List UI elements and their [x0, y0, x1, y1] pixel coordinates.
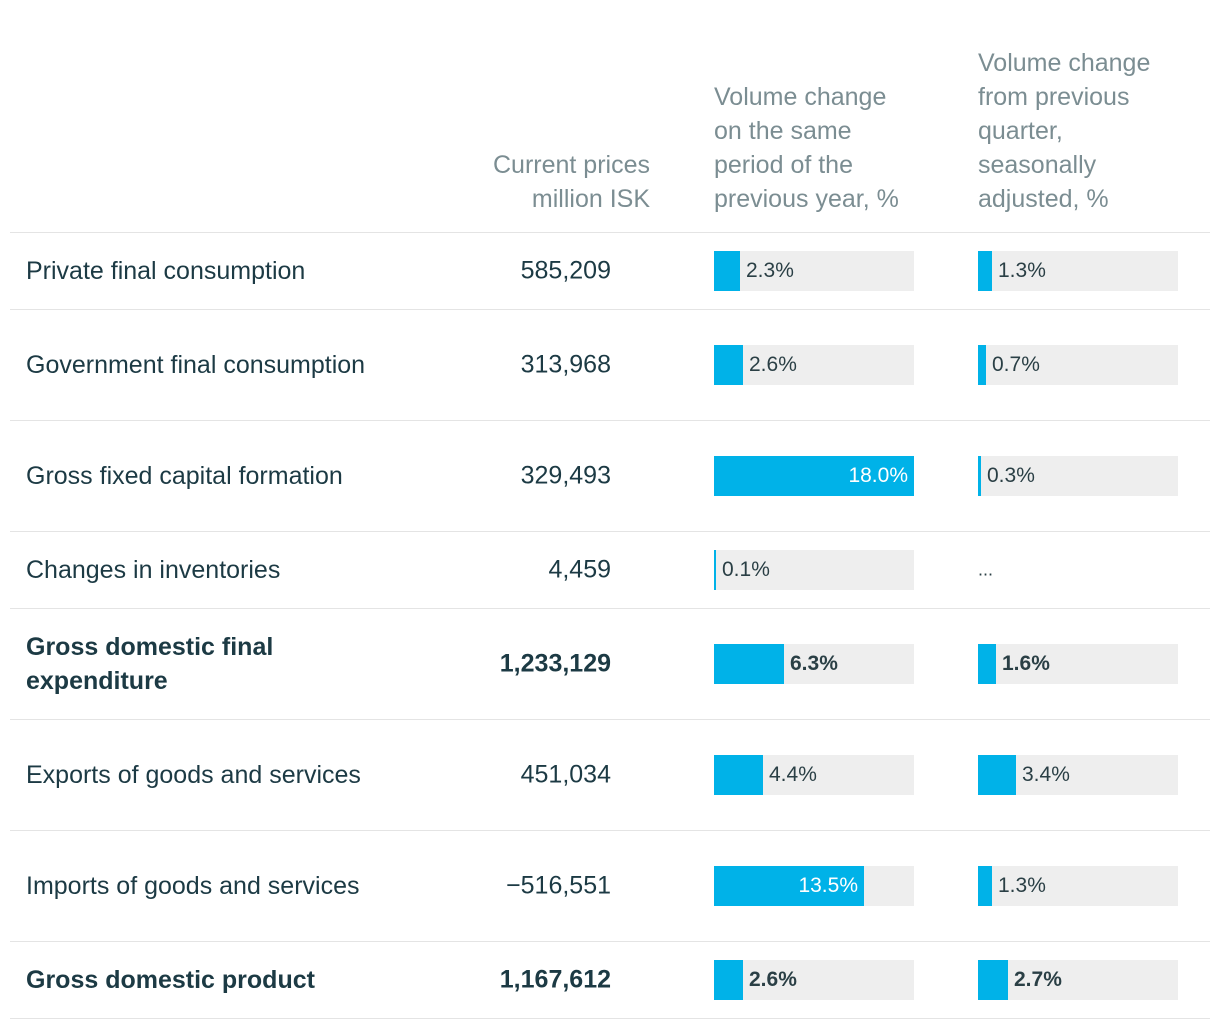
table-row: Government final consumption 313,968 2.6% 0… [10, 310, 1210, 421]
yoy-bar-track: 4.4% [714, 755, 914, 795]
yoy-bar-track: 2.6% [714, 960, 914, 1000]
current-price-value: 585,209 [520, 256, 611, 285]
current-price-value: 329,493 [520, 461, 611, 490]
qoq-bar-track: 1.3% [978, 866, 1178, 906]
yoy-bar-label: 2.6% [749, 353, 797, 376]
qoq-bar [978, 960, 1008, 1000]
table-row: Gross domestic product 1,167,612 2.6% 2.7% [10, 942, 1210, 1019]
qoq-bar-label: 2.7% [1014, 968, 1062, 991]
table-row: Gross fixed capital formation 329,493 18.0… [10, 421, 1210, 532]
yoy-bar-label: 6.3% [790, 652, 838, 675]
row-label: Gross domestic final expenditure [26, 633, 274, 695]
header-line: Volume change [978, 49, 1151, 77]
qoq-bar-track: 1.6% [978, 644, 1178, 684]
yoy-bar-track: 18.0% [714, 456, 914, 496]
yoy-bar [714, 755, 763, 795]
qoq-bar [978, 866, 992, 906]
header-volume-change-qoq: Volume change from previous quarter, sea… [978, 46, 1208, 216]
row-label: Private final consumption [26, 257, 306, 285]
qoq-missing-value: ... [978, 559, 994, 580]
table-row: Exports of goods and services 451,034 4.4%… [10, 720, 1210, 831]
qoq-bar [978, 456, 981, 496]
table-header: Current prices million ISK Volume change… [10, 0, 1210, 233]
row-label: Government final consumption [26, 351, 366, 379]
yoy-bar [714, 960, 743, 1000]
yoy-bar-label: 2.6% [749, 968, 797, 991]
header-line: Volume change [714, 83, 887, 111]
current-price-value: 4,459 [548, 555, 611, 584]
row-label: Exports of goods and services [26, 761, 361, 789]
table-row: Private final consumption 585,209 2.3% 1.3% [10, 233, 1210, 310]
qoq-bar-label: 0.7% [992, 353, 1040, 376]
header-line: previous year, % [714, 185, 899, 213]
table-row: Changes in inventories 4,459 0.1%... [10, 532, 1210, 609]
current-price-value: 1,167,612 [499, 965, 611, 994]
current-price-value: 1,233,129 [499, 649, 611, 678]
yoy-bar [714, 550, 716, 590]
header-line: quarter, [978, 117, 1063, 145]
header-line: on the same [714, 117, 852, 145]
yoy-bar-label: 13.5% [798, 874, 858, 897]
header-line: million ISK [531, 185, 650, 213]
header-line: period of the [714, 151, 853, 179]
table-row: Gross domestic final expenditure 1,233,12… [10, 609, 1210, 720]
qoq-bar-label: 1.6% [1002, 652, 1050, 675]
yoy-bar-track: 13.5% [714, 866, 914, 906]
yoy-bar-label: 2.3% [746, 259, 794, 282]
qoq-bar-track: 0.7% [978, 345, 1178, 385]
current-price-value: 451,034 [520, 760, 611, 789]
yoy-bar [714, 456, 914, 496]
qoq-bar [978, 644, 996, 684]
qoq-bar-label: 1.3% [998, 259, 1046, 282]
table-body: Private final consumption 585,209 2.3% 1.3%… [10, 233, 1210, 1019]
qoq-bar-label: 1.3% [998, 874, 1046, 897]
yoy-bar-track: 2.3% [714, 251, 914, 291]
qoq-bar-track: 3.4% [978, 755, 1178, 795]
row-label: Gross fixed capital formation [26, 462, 343, 490]
yoy-bar [714, 866, 864, 906]
yoy-bar [714, 644, 784, 684]
yoy-bar-track: 6.3% [714, 644, 914, 684]
yoy-bar-label: 0.1% [722, 558, 770, 581]
qoq-bar-track: 2.7% [978, 960, 1178, 1000]
row-label: Gross domestic product [26, 966, 315, 994]
yoy-bar-label: 4.4% [769, 763, 817, 786]
qoq-bar [978, 345, 986, 385]
row-label: Imports of goods and services [26, 872, 360, 900]
header-line: Current prices [493, 151, 650, 179]
row-label: Changes in inventories [26, 556, 281, 584]
yoy-bar-label: 18.0% [848, 464, 908, 487]
qoq-bar-label: 0.3% [987, 464, 1035, 487]
header-line: seasonally [978, 151, 1097, 179]
qoq-bar [978, 251, 992, 291]
current-price-value: 313,968 [520, 350, 611, 379]
yoy-bar-track: 2.6% [714, 345, 914, 385]
qoq-bar-label: 3.4% [1022, 763, 1070, 786]
current-price-value: −516,551 [506, 871, 611, 900]
qoq-bar [978, 755, 1016, 795]
header-line: from previous [978, 83, 1130, 111]
yoy-bar-track: 0.1% [714, 550, 914, 590]
gdp-expenditure-table: Current prices million ISK Volume change… [10, 0, 1210, 1019]
header-line: adjusted, % [978, 185, 1109, 213]
header-current-prices: Current prices million ISK [450, 148, 650, 216]
yoy-bar [714, 345, 743, 385]
yoy-bar [714, 251, 740, 291]
qoq-bar-track: 1.3% [978, 251, 1178, 291]
qoq-bar-track: 0.3% [978, 456, 1178, 496]
header-volume-change-yoy: Volume change on the same period of the … [714, 80, 954, 216]
table-row: Imports of goods and services −516,551 13.… [10, 831, 1210, 942]
